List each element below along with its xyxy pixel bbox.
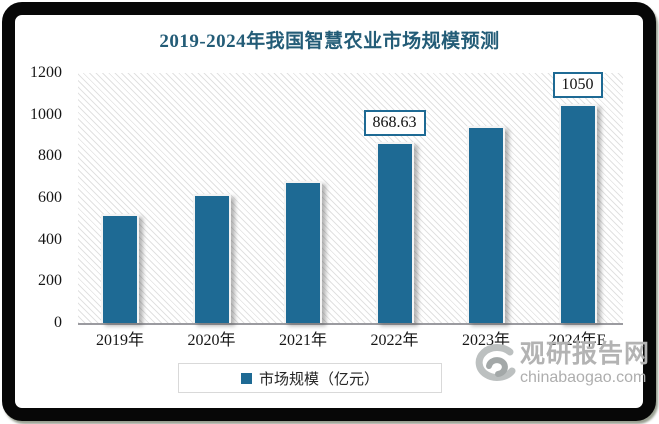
legend: 市场规模（亿元） bbox=[178, 363, 442, 393]
y-tick-label: 600 bbox=[38, 189, 62, 206]
y-axis: 0 200 400 600 800 1000 1200 bbox=[14, 64, 70, 331]
x-tick-label: 2023年 bbox=[461, 332, 510, 349]
chart-title: 2019-2024年我国智慧农业市场规模预测 bbox=[159, 31, 500, 52]
y-tick-label: 1200 bbox=[30, 64, 62, 81]
bar-2019年 bbox=[101, 214, 139, 323]
y-tick-label: 0 bbox=[54, 314, 62, 331]
y-tick-label: 200 bbox=[38, 272, 62, 290]
x-tick-label: 2021年 bbox=[278, 332, 327, 349]
legend-swatch-icon bbox=[240, 372, 252, 384]
y-tick-label: 800 bbox=[38, 147, 62, 165]
data-label-2022年: 868.63 bbox=[363, 110, 426, 136]
y-tick-label: 400 bbox=[38, 230, 62, 248]
bar-2022年 bbox=[375, 142, 414, 323]
bar-2023年 bbox=[467, 126, 505, 323]
legend-label: 市场规模（亿元） bbox=[258, 370, 379, 388]
bar-2021年 bbox=[284, 181, 322, 323]
x-tick-label: 2019年 bbox=[95, 332, 144, 349]
x-axis: 2019年 2020年 2021年 2022年 2023年 2024年E bbox=[78, 331, 623, 353]
plot-area bbox=[78, 73, 623, 325]
y-tick-label: 1000 bbox=[30, 105, 62, 123]
x-tick-label: 2022年 bbox=[370, 332, 419, 349]
data-label-2024年E: 1050 bbox=[552, 72, 603, 98]
bar-2024年E bbox=[558, 104, 597, 323]
x-tick-label: 2020年 bbox=[187, 332, 236, 349]
x-tick-label: 2024年E bbox=[548, 332, 607, 349]
bar-2020年 bbox=[192, 194, 231, 323]
